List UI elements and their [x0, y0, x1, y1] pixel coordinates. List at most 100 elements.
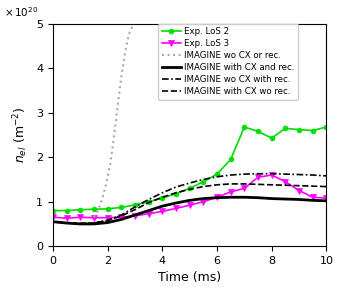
- IMAGINE wo CX with rec.: [105, 219, 109, 222]
- IMAGINE with CX wo rec.: [256, 183, 260, 186]
- Exp. LoS 3: [133, 214, 137, 218]
- IMAGINE with CX wo rec.: [105, 219, 109, 222]
- Line: IMAGINE with CX and rec.: IMAGINE with CX and rec.: [53, 197, 326, 224]
- Exp. LoS 2: [174, 192, 178, 195]
- IMAGINE wo CX with rec.: [146, 198, 151, 201]
- IMAGINE with CX and rec.: [119, 218, 123, 221]
- Exp. LoS 2: [78, 208, 82, 211]
- IMAGINE with CX wo rec.: [64, 221, 68, 225]
- IMAGINE with CX and rec.: [187, 199, 192, 202]
- Exp. LoS 3: [105, 216, 109, 220]
- IMAGINE with CX wo rec.: [311, 184, 315, 188]
- IMAGINE with CX wo rec.: [174, 191, 178, 195]
- Exp. LoS 2: [201, 180, 205, 184]
- Line: Exp. LoS 3: Exp. LoS 3: [50, 172, 329, 221]
- Exp. LoS 3: [187, 204, 192, 207]
- Exp. LoS 2: [324, 125, 328, 129]
- IMAGINE with CX and rec.: [215, 196, 219, 200]
- IMAGINE wo CX with rec.: [242, 172, 246, 176]
- Exp. LoS 2: [311, 129, 315, 132]
- Line: Exp. LoS 2: Exp. LoS 2: [51, 125, 329, 213]
- Legend: Exp. LoS 2, Exp. LoS 3, IMAGINE wo CX or rec., IMAGINE with CX and rec., IMAGINE: Exp. LoS 2, Exp. LoS 3, IMAGINE wo CX or…: [158, 24, 298, 100]
- IMAGINE with CX wo rec.: [160, 195, 164, 199]
- Exp. LoS 3: [297, 189, 301, 192]
- IMAGINE with CX and rec.: [311, 199, 315, 202]
- IMAGINE with CX and rec.: [160, 204, 164, 208]
- IMAGINE with CX wo rec.: [297, 184, 301, 187]
- IMAGINE wo CX with rec.: [297, 173, 301, 176]
- IMAGINE with CX and rec.: [228, 195, 233, 199]
- Exp. LoS 3: [270, 173, 274, 177]
- IMAGINE wo CX with rec.: [270, 172, 274, 175]
- IMAGINE wo CX with rec.: [64, 221, 68, 225]
- Exp. LoS 2: [92, 208, 96, 211]
- Exp. LoS 3: [64, 216, 68, 220]
- IMAGINE with CX wo rec.: [146, 201, 151, 204]
- IMAGINE with CX and rec.: [105, 221, 109, 224]
- Exp. LoS 2: [133, 203, 137, 206]
- IMAGINE wo CX or rec.: [108, 162, 112, 166]
- IMAGINE with CX and rec.: [174, 201, 178, 205]
- IMAGINE with CX and rec.: [78, 222, 82, 226]
- IMAGINE with CX and rec.: [133, 213, 137, 217]
- IMAGINE wo CX or rec.: [133, 22, 137, 26]
- IMAGINE wo CX or rec.: [127, 31, 132, 35]
- Exp. LoS 3: [78, 215, 82, 219]
- Exp. LoS 2: [256, 130, 260, 133]
- Exp. LoS 2: [228, 158, 233, 161]
- IMAGINE with CX wo rec.: [283, 184, 287, 187]
- IMAGINE wo CX or rec.: [130, 25, 134, 29]
- Exp. LoS 2: [105, 207, 109, 211]
- IMAGINE wo CX with rec.: [215, 175, 219, 179]
- Exp. LoS 3: [92, 216, 96, 220]
- Line: IMAGINE with CX wo rec.: IMAGINE with CX wo rec.: [53, 184, 326, 224]
- IMAGINE wo CX with rec.: [119, 213, 123, 217]
- IMAGINE with CX wo rec.: [228, 182, 233, 186]
- IMAGINE wo CX or rec.: [125, 42, 129, 46]
- IMAGINE with CX wo rec.: [133, 208, 137, 211]
- IMAGINE with CX wo rec.: [201, 185, 205, 188]
- IMAGINE wo CX or rec.: [114, 120, 118, 123]
- Exp. LoS 3: [51, 215, 55, 219]
- Exp. LoS 3: [324, 196, 328, 200]
- IMAGINE with CX wo rec.: [78, 222, 82, 225]
- IMAGINE wo CX with rec.: [256, 172, 260, 175]
- Exp. LoS 3: [119, 215, 123, 219]
- Exp. LoS 3: [256, 175, 260, 179]
- IMAGINE wo CX with rec.: [324, 174, 328, 178]
- Exp. LoS 3: [311, 195, 315, 199]
- IMAGINE wo CX or rec.: [104, 182, 108, 186]
- IMAGINE wo CX or rec.: [119, 75, 123, 79]
- Exp. LoS 2: [297, 128, 301, 131]
- Line: IMAGINE wo CX with rec.: IMAGINE wo CX with rec.: [53, 174, 326, 224]
- IMAGINE wo CX with rec.: [51, 220, 55, 224]
- IMAGINE wo CX or rec.: [117, 98, 121, 101]
- IMAGINE with CX and rec.: [283, 197, 287, 201]
- Exp. LoS 2: [51, 209, 55, 212]
- Exp. LoS 3: [242, 187, 246, 190]
- IMAGINE with CX and rec.: [51, 220, 55, 224]
- Exp. LoS 3: [174, 207, 178, 210]
- Exp. LoS 3: [215, 195, 219, 199]
- IMAGINE with CX and rec.: [201, 197, 205, 200]
- IMAGINE wo CX or rec.: [100, 198, 104, 201]
- IMAGINE with CX and rec.: [324, 199, 328, 202]
- Exp. LoS 2: [160, 196, 164, 200]
- IMAGINE wo CX or rec.: [96, 209, 100, 212]
- IMAGINE wo CX with rec.: [174, 185, 178, 189]
- IMAGINE wo CX with rec.: [228, 173, 233, 177]
- IMAGINE with CX and rec.: [256, 196, 260, 200]
- IMAGINE wo CX with rec.: [78, 222, 82, 225]
- IMAGINE with CX and rec.: [146, 209, 151, 212]
- IMAGINE wo CX with rec.: [92, 221, 96, 225]
- Exp. LoS 2: [146, 200, 151, 204]
- IMAGINE with CX and rec.: [242, 195, 246, 199]
- Exp. LoS 2: [215, 172, 219, 176]
- Exp. LoS 3: [146, 212, 151, 215]
- IMAGINE wo CX with rec.: [133, 205, 137, 209]
- IMAGINE wo CX with rec.: [283, 172, 287, 176]
- IMAGINE wo CX or rec.: [122, 58, 126, 61]
- Exp. LoS 3: [228, 190, 233, 194]
- IMAGINE wo CX with rec.: [311, 173, 315, 177]
- IMAGINE with CX wo rec.: [51, 220, 55, 224]
